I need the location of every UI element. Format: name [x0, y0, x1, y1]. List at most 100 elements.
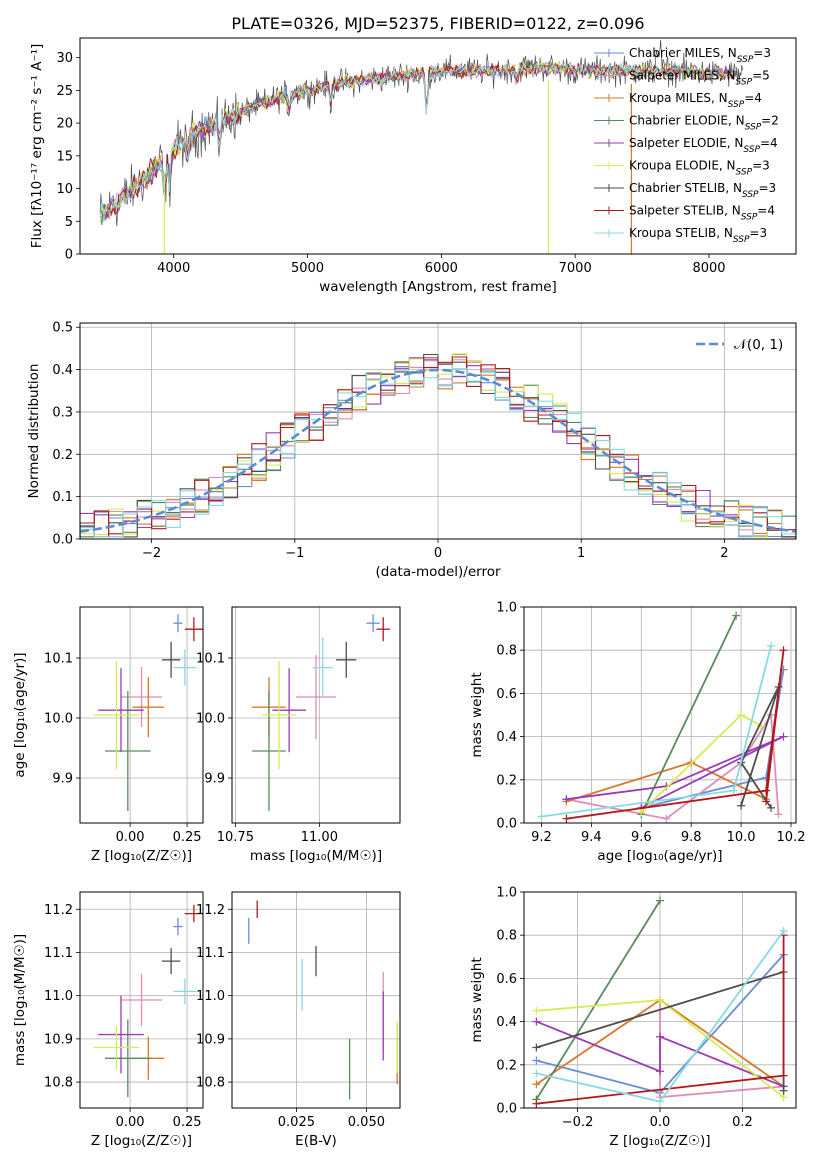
- errorbar-point: [173, 978, 197, 1005]
- weight-marker: [779, 1071, 788, 1080]
- x-tick-label: 10.2: [777, 830, 806, 845]
- x-axis-label: age [log₁₀(age/yr)]: [597, 848, 722, 864]
- y-tick-label: 1.0: [496, 601, 517, 616]
- x-axis-label: E(B-V): [295, 1133, 337, 1149]
- x-axis-label: mass [log₁₀(M/M☉)]: [250, 848, 382, 864]
- y-tick-label: 20: [56, 117, 73, 132]
- plot-area: [537, 611, 788, 823]
- y-axis-label: mass weight: [469, 957, 485, 1042]
- errorbar-point: [162, 948, 181, 975]
- weight-marker: [779, 1086, 788, 1095]
- errorbar-point: [93, 661, 140, 769]
- x-tick-label: 0.00: [116, 1115, 145, 1130]
- x-tick-label: 0.2: [732, 1115, 753, 1130]
- weight-series: [740, 686, 780, 809]
- y-tick-label: 10.1: [44, 652, 73, 667]
- y-tick-label: 0.5: [52, 321, 73, 336]
- weight-series: [536, 1020, 784, 1088]
- axes-frame: [79, 37, 797, 255]
- y-tick-label: 10.8: [196, 1076, 225, 1091]
- weight-marker: [779, 646, 788, 655]
- histogram-series: [80, 368, 796, 539]
- y-tick-label: 10: [56, 182, 73, 197]
- y-axis-label: Flux [fλ10⁻¹⁷ erg cm⁻² s⁻¹ A⁻¹]: [29, 44, 45, 249]
- y-tick-label: 11.2: [196, 903, 225, 918]
- weight-marker: [779, 926, 788, 935]
- y-tick-label: 0.1: [52, 490, 73, 505]
- y-tick-label: 0.8: [496, 929, 517, 944]
- errorbar-point: [376, 617, 390, 642]
- weight-marker: [662, 814, 671, 823]
- y-tick-label: 0: [65, 248, 73, 263]
- weight-marker: [762, 786, 771, 795]
- y-tick-label: 0.2: [496, 773, 517, 788]
- y-tick-label: 9.9: [52, 772, 73, 787]
- panel-z_mass: 0.00 0.25 10.8 10.9 11.0 11.1 11.2 Z [log₁₀(Z/Z…: [12, 891, 204, 1149]
- x-axis-label: (data-model)/error: [375, 564, 501, 580]
- y-tick-label: 1.0: [496, 886, 517, 901]
- y-tick-label: 11.0: [196, 989, 225, 1004]
- errorbar-point: [93, 1025, 140, 1070]
- panel-z_age: 0.00 0.25 9.9 10.0 10.1 Z [log₁₀(Z/Z☉)] age [l…: [12, 606, 204, 864]
- x-tick-label: 8000: [692, 261, 725, 276]
- errorbar-point: [295, 655, 337, 739]
- legend-label: Chabrier MILES, NSSP=3: [629, 46, 771, 65]
- plot-area: [93, 904, 203, 1098]
- weight-marker: [562, 795, 571, 804]
- errorbar-point: [105, 1019, 151, 1098]
- weight-series: [566, 650, 785, 820]
- y-tick-label: 11.1: [196, 946, 225, 961]
- weight-marker: [537, 812, 546, 821]
- errorbar-point: [121, 974, 162, 1026]
- weight-marker: [562, 814, 571, 823]
- x-tick-label: −0.2: [562, 1115, 594, 1130]
- errorbar-point: [312, 637, 333, 698]
- y-tick-label: 0.4: [52, 363, 73, 378]
- y-tick-label: 0.4: [496, 1015, 517, 1030]
- y-tick-label: 0.6: [496, 687, 517, 702]
- panel-mass_age: 10.75 11.00 9.9 10.0 10.1 mass [log₁₀(M/M☉)]: [196, 606, 401, 864]
- y-tick-label: 10.0: [196, 712, 225, 727]
- x-tick-label: 0.0: [650, 1115, 671, 1130]
- weight-marker: [532, 1017, 541, 1026]
- y-tick-label: 10.0: [44, 712, 73, 727]
- weight-marker: [656, 896, 664, 905]
- y-tick-label: 0.2: [52, 448, 73, 463]
- spectrum-legend: Chabrier MILES, NSSP=3 Salpeter MILES, NS…: [594, 46, 779, 245]
- x-axis-label: Z [log₁₀(Z/Z☉)]: [609, 1133, 710, 1149]
- legend-label: Salpeter MILES, NSSP=5: [629, 69, 770, 88]
- weight-series: [535, 900, 661, 1100]
- x-tick-label: 0: [434, 546, 442, 561]
- panel-ebv_mass: 0.025 0.050 10.8 10.9 11.0 11.1 11.2 E(B-V): [196, 891, 401, 1149]
- x-tick-label: 1: [577, 546, 585, 561]
- x-tick-label: 0.25: [173, 1115, 202, 1130]
- y-tick-label: 30: [56, 51, 73, 66]
- weight-marker: [729, 786, 738, 795]
- plot-area: [99, 39, 743, 254]
- plot-area: [252, 614, 390, 811]
- panel-residuals: −2 −1 0 1 2 0.0 0.1 0.2 0.3 0.4 0.5 (data-model)/er…: [26, 321, 797, 580]
- weight-marker: [737, 711, 746, 719]
- y-tick-label: 10.1: [196, 652, 225, 667]
- weight-marker: [656, 1067, 664, 1076]
- legend-label: Kroupa STELIB, NSSP=3: [629, 226, 767, 245]
- x-tick-label: 10.75: [217, 830, 254, 845]
- y-tick-label: 0.0: [496, 1102, 517, 1117]
- errorbar-point: [173, 614, 183, 633]
- axes-frame: [523, 606, 797, 824]
- x-tick-label: 9.6: [631, 830, 652, 845]
- x-tick-label: 9.4: [581, 830, 602, 845]
- weight-marker: [774, 810, 783, 819]
- errorbar-point: [252, 691, 286, 811]
- x-tick-label: 9.8: [681, 830, 702, 845]
- axes-frame: [79, 891, 204, 1109]
- y-tick-label: 10.9: [44, 1032, 73, 1047]
- errorbar-point: [98, 668, 144, 753]
- y-tick-label: 0.0: [52, 533, 73, 548]
- axes-frame: [79, 606, 204, 824]
- weight-marker: [532, 1006, 541, 1015]
- x-tick-label: 0.00: [116, 830, 145, 845]
- legend-label: Chabrier STELIB, NSSP=3: [629, 181, 776, 200]
- y-tick-label: 0.2: [496, 1058, 517, 1073]
